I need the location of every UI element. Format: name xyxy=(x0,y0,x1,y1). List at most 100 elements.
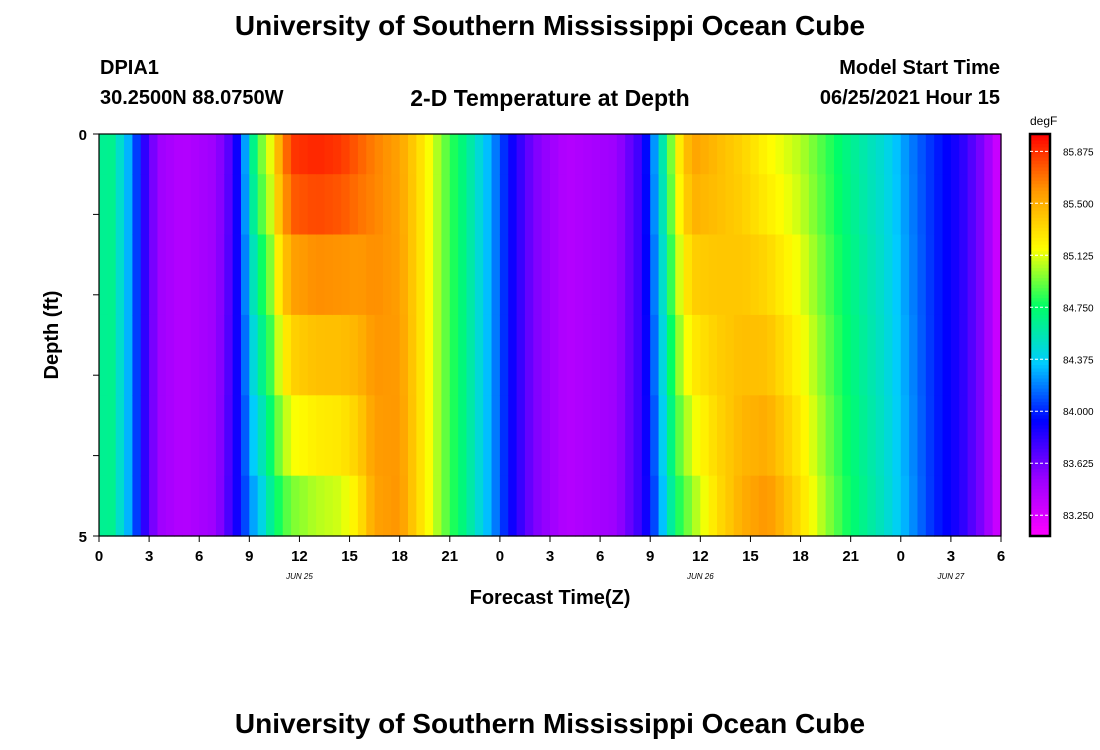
heatmap-cell xyxy=(291,475,301,537)
colorbar-segment xyxy=(1030,328,1050,333)
heatmap-cell xyxy=(357,395,367,477)
heatmap-cell xyxy=(575,395,585,477)
heatmap-cell xyxy=(850,395,860,477)
heatmap-cell xyxy=(491,314,501,396)
heatmap-cell xyxy=(950,134,960,175)
heatmap-cell xyxy=(541,174,551,236)
colorbar-tick-label: 83.625 xyxy=(1063,459,1094,470)
colorbar-segment xyxy=(1030,281,1050,286)
heatmap-cell xyxy=(299,134,309,175)
heatmap-cell xyxy=(817,174,827,236)
heatmap-cell xyxy=(458,475,468,537)
heatmap-cell xyxy=(215,134,225,175)
heatmap-cell xyxy=(984,395,994,477)
colorbar-segment xyxy=(1030,194,1050,199)
colorbar-segment xyxy=(1030,502,1050,507)
heatmap-cell xyxy=(224,475,234,537)
heatmap-cell xyxy=(875,475,885,537)
heatmap-cell xyxy=(942,475,952,537)
heatmap-cell xyxy=(583,475,593,537)
colorbar-segment xyxy=(1030,375,1050,380)
heatmap-cell xyxy=(399,174,409,236)
heatmap-cell xyxy=(842,395,852,477)
heatmap-cell xyxy=(641,395,651,477)
heatmap-cell xyxy=(124,234,134,316)
heatmap-cell xyxy=(207,174,217,236)
heatmap-cell xyxy=(107,234,117,316)
heatmap-cell xyxy=(441,475,451,537)
heatmap-cell xyxy=(107,134,117,175)
heatmap-cell xyxy=(433,314,443,396)
heatmap-cell xyxy=(859,174,868,236)
heatmap-cell xyxy=(833,174,843,236)
heatmap-cell xyxy=(408,134,417,175)
heatmap-cell xyxy=(742,134,752,175)
heatmap-cell xyxy=(808,174,818,236)
heatmap-cell xyxy=(132,475,142,537)
heatmap-cell xyxy=(257,314,267,396)
heatmap-cell xyxy=(683,174,693,236)
heatmap-cell xyxy=(240,174,250,236)
heatmap-cell xyxy=(700,395,710,477)
heatmap-cell xyxy=(842,314,852,396)
heatmap-cell xyxy=(550,234,559,316)
heatmap-cell xyxy=(299,395,309,477)
heatmap-cell xyxy=(458,314,468,396)
heatmap-cell xyxy=(867,395,877,477)
heatmap-cell xyxy=(859,314,868,396)
heatmap-cell xyxy=(508,314,518,396)
heatmap-cell xyxy=(99,234,108,316)
colorbar-segment xyxy=(1030,241,1050,246)
colorbar-segment xyxy=(1030,308,1050,313)
heatmap-cell xyxy=(566,314,576,396)
heatmap-cell xyxy=(909,234,919,316)
x-tick-label: 0 xyxy=(897,548,905,565)
heatmap-cell xyxy=(817,134,827,175)
heatmap-cell xyxy=(316,395,326,477)
heatmap-cell xyxy=(374,134,384,175)
heatmap-cell xyxy=(783,475,793,537)
heatmap-cell xyxy=(833,234,843,316)
heatmap-cell xyxy=(349,314,359,396)
colorbar-segment xyxy=(1030,271,1050,276)
colorbar-segment xyxy=(1030,405,1050,410)
heatmap-cell xyxy=(591,475,601,537)
heatmap-cell xyxy=(257,395,267,477)
heatmap-cell xyxy=(566,395,576,477)
heatmap-cell xyxy=(399,314,409,396)
heatmap-cell xyxy=(332,314,342,396)
colorbar-tick-label: 85.500 xyxy=(1063,199,1094,210)
heatmap-cell xyxy=(800,475,810,537)
heatmap-cell xyxy=(708,475,718,537)
heatmap-cell xyxy=(424,395,434,477)
heatmap-cell xyxy=(416,395,426,477)
heatmap-cell xyxy=(959,174,969,236)
heatmap-cell xyxy=(458,174,468,236)
colorbar-segment xyxy=(1030,529,1050,534)
heatmap-cell xyxy=(792,314,802,396)
heatmap-cell xyxy=(274,314,284,396)
heatmap-cell xyxy=(975,395,985,477)
heatmap-cell xyxy=(491,475,501,537)
heatmap-cell xyxy=(341,475,351,537)
x-tick-label: 18 xyxy=(391,548,408,565)
heatmap-cell xyxy=(683,395,693,477)
heatmap-cell xyxy=(466,234,476,316)
heatmap-cell xyxy=(675,234,685,316)
heatmap-cell xyxy=(867,234,877,316)
heatmap-cell xyxy=(658,234,668,316)
heatmap-cell xyxy=(391,234,401,316)
heatmap-cell xyxy=(783,134,793,175)
colorbar-segment xyxy=(1030,244,1050,249)
heatmap-cell xyxy=(533,314,543,396)
heatmap-cell xyxy=(825,395,835,477)
heatmap-cell xyxy=(165,234,175,316)
heatmap-cell xyxy=(299,234,309,316)
heatmap-cell xyxy=(316,314,326,396)
x-axis: 0 3 6 9 12 15 18 21 0 3 6 9 12 15 18 21 0 3 6 JUN 25 JUN 26 J… xyxy=(95,536,1005,581)
heatmap-cell xyxy=(174,174,184,236)
heatmap-cell xyxy=(533,134,543,175)
heatmap-cell xyxy=(817,234,827,316)
heatmap-cell xyxy=(307,174,317,236)
